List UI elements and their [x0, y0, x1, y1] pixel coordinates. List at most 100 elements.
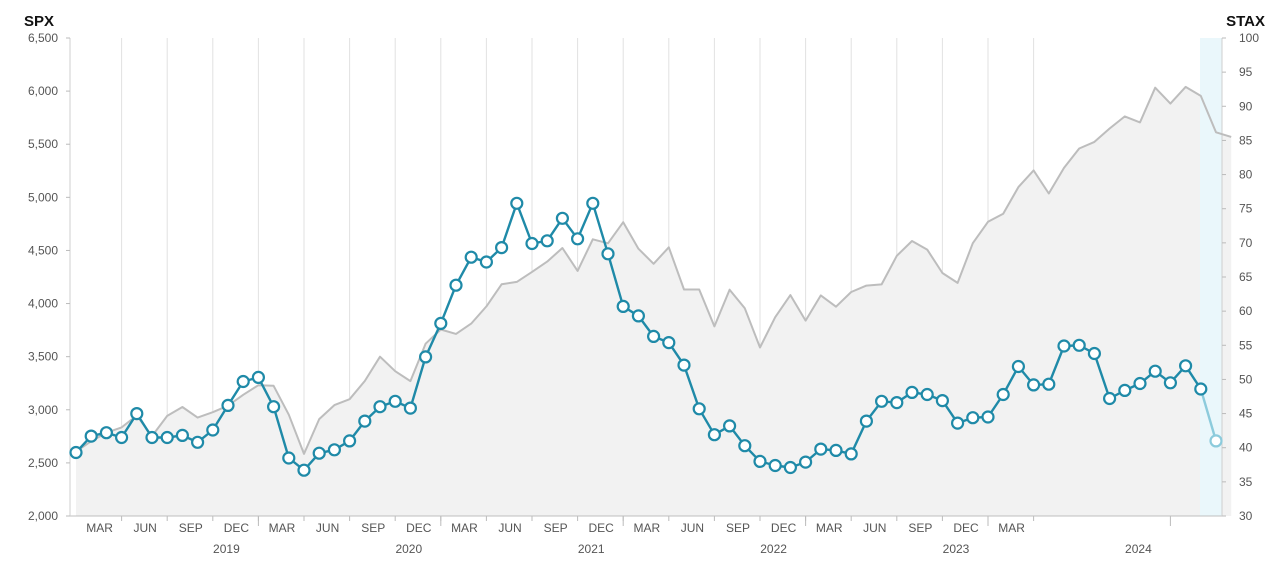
- stax-point-2022-09[interactable]: [753, 454, 767, 468]
- stax-point-2024-05[interactable]: [1057, 339, 1071, 353]
- right-tick-label: 45: [1239, 407, 1253, 421]
- stax-point-2020-02[interactable]: [282, 451, 296, 465]
- stax-point-2023-10[interactable]: [950, 416, 965, 430]
- stax-point-2024-09[interactable]: [1118, 383, 1132, 397]
- stax-point-2023-07[interactable]: [905, 385, 919, 399]
- year-label: 2022: [760, 542, 787, 556]
- stax-point-2019-05[interactable]: [145, 430, 159, 445]
- stax-point-2021-12[interactable]: [616, 299, 630, 313]
- stax-point-2023-11[interactable]: [966, 411, 980, 425]
- stax-point-2024-01[interactable]: [996, 387, 1010, 402]
- stax-point-2021-05[interactable]: [510, 196, 524, 210]
- right-tick-label: 85: [1239, 133, 1253, 147]
- stax-line-latest-segment: [1199, 388, 1218, 442]
- stax-point-2023-12[interactable]: [981, 410, 995, 424]
- stax-point-2020-04[interactable]: [312, 446, 326, 460]
- stax-point-2019-11[interactable]: [236, 374, 250, 389]
- stax-point-2024-04[interactable]: [1042, 377, 1056, 391]
- left-tick-label: 4,000: [28, 297, 58, 311]
- stax-point-2023-06[interactable]: [890, 396, 904, 410]
- stax-point-2019-03[interactable]: [114, 430, 129, 445]
- x-tick-label: DEC: [589, 521, 615, 535]
- x-tick-label: JUN: [863, 521, 886, 535]
- stax-point-2025-03[interactable]: [1209, 434, 1223, 448]
- stax-point-2022-12[interactable]: [798, 455, 813, 469]
- stax-point-2024-03[interactable]: [1026, 378, 1041, 392]
- stax-point-2019-02[interactable]: [99, 426, 114, 440]
- stax-point-2019-04[interactable]: [130, 407, 144, 421]
- stax-point-2024-07[interactable]: [1087, 346, 1102, 361]
- stax-point-2022-05[interactable]: [692, 402, 706, 416]
- x-tick-label: SEP: [179, 521, 203, 535]
- stax-point-2019-06[interactable]: [160, 430, 174, 445]
- stax-point-2024-12[interactable]: [1163, 376, 1178, 390]
- stax-point-2020-03[interactable]: [297, 463, 311, 477]
- x-tick-label: MAR: [633, 521, 660, 535]
- stax-point-2020-07[interactable]: [358, 414, 372, 428]
- stax-point-2022-04[interactable]: [677, 358, 691, 372]
- stax-point-2021-01[interactable]: [449, 278, 463, 292]
- stax-point-2022-11[interactable]: [783, 460, 798, 475]
- stax-point-2020-01[interactable]: [267, 400, 281, 414]
- x-tick-label: DEC: [953, 521, 979, 535]
- stax-point-2022-10[interactable]: [768, 458, 782, 473]
- stax-point-2022-08[interactable]: [738, 439, 752, 453]
- stax-point-2023-03[interactable]: [844, 447, 858, 461]
- stax-point-2021-10[interactable]: [586, 196, 600, 210]
- stax-point-2024-11[interactable]: [1148, 364, 1162, 378]
- stax-point-2020-06[interactable]: [343, 434, 357, 448]
- stax-point-2020-08[interactable]: [373, 400, 387, 414]
- stax-point-2021-09[interactable]: [570, 232, 585, 246]
- stax-point-2021-04[interactable]: [495, 241, 509, 255]
- stax-point-2020-12[interactable]: [434, 316, 448, 330]
- stax-point-2020-09[interactable]: [388, 394, 402, 408]
- stax-point-2021-11[interactable]: [601, 247, 615, 261]
- stax-point-2021-08[interactable]: [555, 211, 570, 225]
- stax-point-2024-06[interactable]: [1072, 338, 1086, 352]
- stax-point-2020-05[interactable]: [327, 443, 341, 457]
- stax-point-2018-12[interactable]: [69, 445, 83, 460]
- stax-point-2023-01[interactable]: [814, 442, 828, 456]
- x-tick-label: DEC: [771, 521, 797, 535]
- year-label: 2020: [395, 542, 422, 556]
- stax-point-2019-08[interactable]: [191, 435, 205, 449]
- right-tick-label: 100: [1239, 31, 1259, 45]
- stax-point-2019-12[interactable]: [251, 370, 265, 384]
- stax-point-2022-02[interactable]: [646, 329, 661, 343]
- stax-point-2022-01[interactable]: [631, 309, 646, 323]
- stax-point-2021-03[interactable]: [479, 255, 493, 269]
- stax-point-2022-06[interactable]: [707, 428, 722, 442]
- stax-point-2024-10[interactable]: [1133, 376, 1147, 391]
- spx-area-layer: [76, 86, 1232, 517]
- stax-point-2024-02[interactable]: [1011, 359, 1026, 374]
- left-tick-label: 6,500: [28, 31, 58, 45]
- stax-point-2020-11[interactable]: [419, 350, 433, 364]
- x-tick-label: SEP: [726, 521, 750, 535]
- right-tick-label: 70: [1239, 236, 1253, 250]
- stax-point-2023-02[interactable]: [829, 443, 843, 457]
- stax-point-2020-10[interactable]: [403, 401, 417, 415]
- stax-point-2019-01[interactable]: [84, 429, 98, 443]
- stax-point-2023-08[interactable]: [920, 387, 934, 402]
- stax-point-2021-07[interactable]: [540, 234, 554, 248]
- stax-point-2019-07[interactable]: [175, 428, 189, 442]
- stax-markers[interactable]: [69, 196, 1223, 477]
- stax-point-2025-01[interactable]: [1178, 359, 1193, 373]
- stax-point-2022-07[interactable]: [722, 419, 737, 433]
- stax-point-2022-03[interactable]: [662, 336, 676, 350]
- stax-point-2021-02[interactable]: [464, 250, 478, 264]
- x-tick-label: MAR: [998, 521, 1025, 535]
- stax-point-2023-05[interactable]: [874, 394, 889, 408]
- right-tick-label: 40: [1239, 441, 1253, 455]
- right-axis-title: STAX: [1226, 13, 1265, 30]
- stax-point-2023-09[interactable]: [935, 394, 950, 408]
- stax-point-2023-04[interactable]: [859, 414, 874, 428]
- stax-point-2025-02[interactable]: [1194, 382, 1208, 396]
- stax-point-2024-08[interactable]: [1102, 391, 1117, 406]
- stax-point-2021-06[interactable]: [525, 236, 539, 251]
- left-tick-label: 5,500: [28, 137, 58, 151]
- stax-point-2019-10[interactable]: [221, 398, 235, 412]
- right-tick-label: 80: [1239, 168, 1253, 182]
- right-tick-label: 30: [1239, 509, 1253, 523]
- stax-point-2019-09[interactable]: [206, 423, 220, 437]
